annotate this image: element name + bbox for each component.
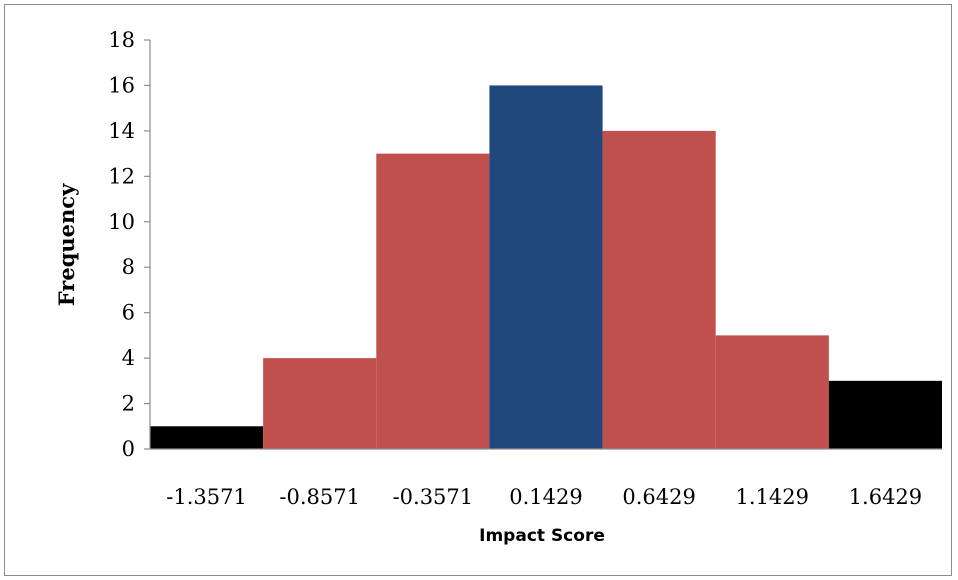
x-tick-label: 0.6429: [622, 485, 695, 509]
bar--0.8571: [263, 358, 377, 449]
bar-0.6429: [602, 130, 716, 449]
y-tick-label: 14: [108, 119, 135, 143]
y-tick-label: 8: [122, 255, 135, 279]
x-axis-tick-labels: -1.3571 -0.8571 -0.3571 0.1429 0.6429 1.1429 1…: [166, 485, 922, 509]
bar-1.1429: [715, 335, 829, 449]
y-tick-label: 10: [108, 210, 135, 234]
x-tick-label: -0.8571: [279, 485, 360, 509]
bar--0.3571: [376, 153, 490, 449]
x-tick-label: 0.1429: [509, 485, 582, 509]
y-tick-label: 2: [122, 392, 135, 416]
x-tick-label: 1.6429: [849, 485, 922, 509]
bar--1.3571: [150, 426, 264, 449]
y-tick-label: 0: [122, 437, 135, 461]
y-tick-label: 12: [108, 164, 135, 188]
y-axis-ticks: 0 2 4 6 8 10 12 14 16 18: [108, 28, 150, 461]
x-tick-label: 1.1429: [736, 485, 809, 509]
bars: [150, 85, 942, 449]
x-axis-title: Impact Score: [479, 526, 605, 546]
y-tick-label: 18: [108, 28, 135, 52]
y-tick-label: 6: [122, 301, 135, 325]
x-tick-label: -1.3571: [166, 485, 247, 509]
y-tick-label: 16: [108, 73, 135, 97]
bar-0.1429: [489, 85, 603, 449]
y-axis-title: Frequency: [54, 183, 79, 306]
y-tick-label: 4: [122, 346, 135, 370]
bar-1.6429: [828, 380, 942, 449]
x-tick-label: -0.3571: [393, 485, 474, 509]
